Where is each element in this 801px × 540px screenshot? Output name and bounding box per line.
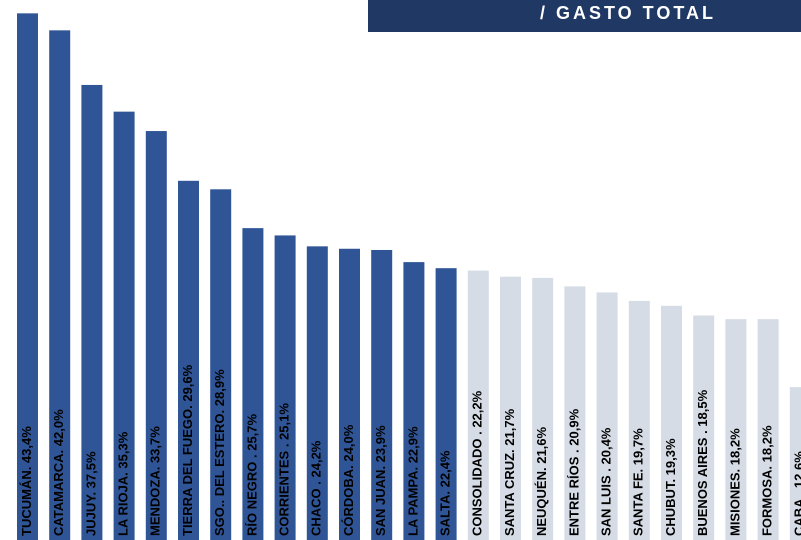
bar-label: CHUBUT. 19,3%	[663, 438, 678, 536]
bar	[81, 84, 103, 540]
bar-label: SALTA. 22,4%	[438, 450, 453, 536]
bar-label: MENDOZA. 33,7%	[148, 426, 163, 536]
bar-label: SAN LUIS . 20,4%	[599, 427, 614, 536]
bar-label: TUCUMÁN. 43,4%	[19, 426, 34, 536]
bar-label: FORMOSA. 18,2%	[760, 425, 775, 536]
bar-label: SAN JUAN. 23,9%	[373, 425, 388, 536]
chart-title: / GASTO TOTAL	[540, 3, 716, 23]
title-box	[368, 0, 801, 32]
bar-label: CHACO . 24,2%	[309, 440, 324, 536]
bar-label: MISIONES. 18,2%	[727, 428, 742, 536]
bar-label: BUENOS AIRES . 18,5%	[695, 389, 710, 536]
bar-label: TIERRA DEL FUEGO. 29,6%	[180, 364, 195, 536]
bar-label: SANTA FE. 19,7%	[631, 428, 646, 536]
bar	[596, 292, 618, 540]
bar	[500, 276, 521, 540]
bar	[693, 315, 715, 540]
bar	[467, 270, 489, 540]
bar-label: RÍO NEGRO . 25,7%	[244, 413, 259, 536]
bar-label: LA PAMPA. 22,9%	[405, 426, 420, 536]
bar	[17, 13, 38, 540]
bar-label: CATAMARCA. 42,0%	[51, 409, 66, 536]
bar-label: CÓRDOBA. 24,0%	[341, 424, 356, 536]
bar	[628, 300, 650, 540]
bar	[145, 131, 167, 540]
bar-label: LA RIOJA. 35,3%	[116, 431, 131, 536]
bar	[403, 262, 425, 540]
bar-label: NEUQUÉN. 21,6%	[534, 426, 549, 536]
bar	[371, 249, 393, 540]
bar	[178, 180, 199, 540]
bar	[435, 268, 457, 540]
bar	[757, 319, 779, 540]
bar	[306, 246, 328, 540]
bar	[242, 228, 264, 540]
bar-label: SGO.. DEL ESTERO. 28,9%	[212, 369, 227, 536]
bar	[532, 277, 554, 540]
bar-label: JUJUY. 37,5%	[83, 451, 98, 536]
bar-label: CORRIENTES . 25,1%	[277, 403, 292, 536]
bar	[789, 387, 801, 540]
bar	[274, 235, 296, 540]
bar	[49, 30, 71, 540]
bar	[210, 189, 232, 540]
bar-label: CABA . 12,6%	[792, 451, 801, 536]
bar-label: SANTA CRUZ. 21,7%	[502, 408, 517, 536]
bar-label: ENTRE RÍOS . 20,9%	[566, 408, 581, 536]
bar	[564, 286, 586, 540]
bar-label: CONSOLIDADO . 22,2%	[470, 390, 485, 536]
bar	[661, 305, 682, 540]
bar	[725, 319, 747, 540]
bar	[339, 248, 360, 540]
bar	[113, 111, 135, 540]
